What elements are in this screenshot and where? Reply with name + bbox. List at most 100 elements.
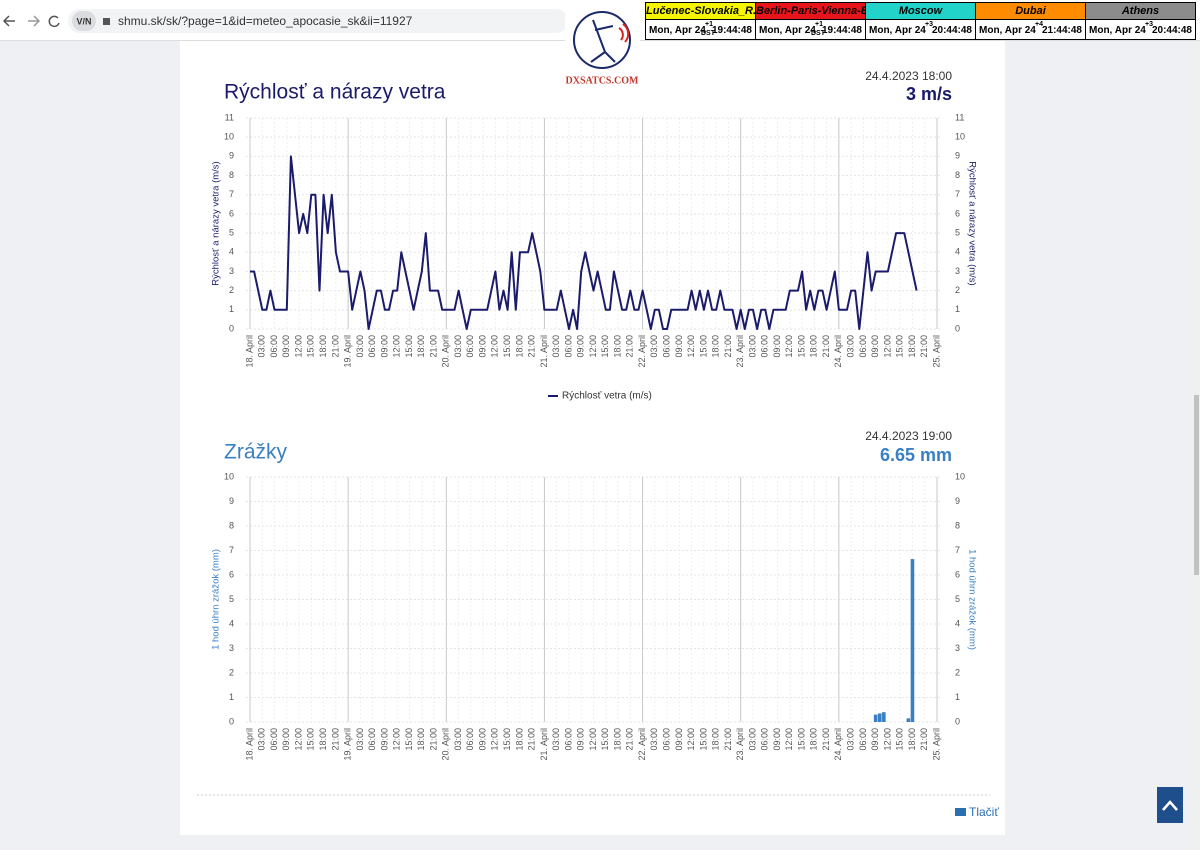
x-tick-label: 12:00 (686, 728, 696, 751)
y-tick-label: 10 (224, 132, 234, 142)
y-axis-title: Rýchlosť a nárazy vetra (m/s) (211, 161, 222, 285)
x-tick-label: 21:00 (428, 335, 438, 358)
x-tick-label: 12:00 (784, 728, 794, 751)
x-tick-label: 18:00 (907, 335, 917, 358)
x-tick-label: 09:00 (870, 728, 880, 751)
x-tick-label: 18:00 (907, 728, 917, 751)
x-tick-label: 18:00 (318, 335, 328, 358)
clock-row: Mon, Apr 24 +1 DST 19:44:48 (756, 20, 865, 39)
x-tick-label: 12:00 (588, 728, 598, 751)
reload-button[interactable] (48, 15, 60, 28)
clock-date: Mon, Apr 24 (869, 25, 926, 36)
x-tick-label: 23. April (735, 728, 745, 761)
x-tick-label: 03:00 (551, 335, 561, 358)
x-tick-label: 21:00 (428, 728, 438, 751)
x-tick-label: 20. April (441, 728, 451, 761)
address-bar[interactable] (68, 9, 568, 33)
x-tick-label: 22. April (637, 728, 647, 761)
x-tick-label: 22. April (637, 335, 647, 368)
scroll-top-icon[interactable] (1162, 800, 1178, 811)
y2-tick-label: 5 (955, 227, 960, 237)
clock: Athens Mon, Apr 24 +3 20:44:48 (1086, 3, 1195, 39)
y2-tick-label: 7 (955, 545, 960, 555)
clock-name: Berlin-Paris-Vienna-Belgrade (756, 3, 865, 20)
x-tick-label: 18:00 (711, 335, 721, 358)
x-tick-label: 21:00 (527, 335, 537, 358)
x-tick-label: 21:00 (919, 728, 929, 751)
x-tick-label: 03:00 (551, 728, 561, 751)
clock-name: Dubai (976, 3, 1085, 20)
x-tick-label: 12:00 (392, 728, 402, 751)
x-tick-label: 03:00 (649, 728, 659, 751)
x-tick-label: 12:00 (882, 728, 892, 751)
y2-tick-label: 10 (955, 132, 965, 142)
clock-time: 20:44:48 (1151, 25, 1192, 36)
clock-row: Mon, Apr 24 +4 21:44:48 (976, 20, 1085, 39)
x-tick-label: 06:00 (661, 335, 671, 358)
y2-tick-label: 0 (955, 323, 960, 333)
y2-tick-label: 0 (955, 716, 960, 726)
y2-tick-label: 1 (955, 692, 960, 702)
y2-axis-title: 1 hod úhrn zrážok (mm) (966, 549, 977, 650)
y2-tick-label: 9 (955, 151, 960, 161)
y2-tick-label: 2 (955, 285, 960, 295)
y-tick-label: 7 (229, 545, 234, 555)
print-button[interactable]: Tlačiť (955, 805, 999, 819)
bar (882, 712, 886, 722)
clock-name: Lučenec-Slovakia_R.Dávid (646, 3, 755, 20)
y2-axis-title: Rýchlosť a nárazy vetra (m/s) (966, 161, 977, 285)
clock-offset: +1 (705, 21, 713, 28)
scroll-top[interactable] (1157, 787, 1183, 823)
forward-button[interactable] (28, 15, 41, 27)
x-tick-label: 06:00 (465, 728, 475, 751)
x-tick-label: 18:00 (612, 335, 622, 358)
x-tick-label: 15:00 (306, 728, 316, 751)
scroll-top-button[interactable] (1157, 787, 1183, 823)
clock-row: Mon, Apr 24 +1 DST 19:44:48 (646, 20, 755, 39)
y-tick-label: 0 (229, 716, 234, 726)
y2-tick-label: 9 (955, 496, 960, 506)
logo-text: DXSATCS.COM (566, 75, 639, 86)
clock-date: Mon, Apr 24 (979, 25, 1036, 36)
clock-row: Mon, Apr 24 +3 20:44:48 (866, 20, 975, 39)
x-tick-label: 06:00 (367, 728, 377, 751)
y-tick-label: 9 (229, 496, 234, 506)
x-tick-label: 06:00 (269, 728, 279, 751)
chart-title: Zrážky (224, 441, 288, 464)
x-tick-label: 19. April (343, 728, 353, 761)
x-tick-label: 03:00 (846, 728, 856, 751)
x-tick-label: 15:00 (600, 728, 610, 751)
scrollbar-thumb[interactable] (1194, 395, 1199, 575)
x-tick-label: 12:00 (882, 335, 892, 358)
vpn-badge[interactable]: V/N (72, 0, 112, 40)
print-icon[interactable] (955, 808, 966, 816)
x-tick-label: 21:00 (330, 728, 340, 751)
y2-tick-label: 4 (955, 247, 960, 257)
x-tick-label: 03:00 (649, 335, 659, 358)
x-tick-label: 21:00 (723, 335, 733, 358)
x-tick-label: 21. April (539, 335, 549, 368)
x-tick-label: 03:00 (453, 335, 463, 358)
x-tick-label: 23. April (735, 335, 745, 368)
y-tick-label: 4 (229, 247, 234, 257)
clock-time: 21:44:48 (1041, 25, 1082, 36)
print-label[interactable]: Tlačiť (969, 805, 999, 819)
x-tick-label: 09:00 (477, 335, 487, 358)
y-tick-label: 1 (229, 692, 234, 702)
x-tick-label: 19. April (343, 335, 353, 368)
x-tick-label: 06:00 (760, 728, 770, 751)
x-tick-label: 25. April (931, 728, 941, 761)
y-tick-label: 2 (229, 667, 234, 677)
y2-tick-label: 3 (955, 266, 960, 276)
logo: DXSATCS.COM (565, 0, 640, 92)
x-tick-label: 18. April (244, 335, 254, 368)
clock-date: Mon, Apr 24 (759, 25, 816, 36)
x-tick-label: 09:00 (674, 728, 684, 751)
url-text[interactable]: shmu.sk/sk/?page=1&id=meteo_apocasie_sk&… (118, 14, 413, 28)
x-tick-label: 03:00 (846, 335, 856, 358)
y-tick-label: 8 (229, 520, 234, 530)
back-button[interactable] (2, 15, 15, 27)
x-tick-label: 12:00 (490, 335, 500, 358)
clock-dst: DST (701, 30, 715, 37)
x-tick-label: 18:00 (416, 728, 426, 751)
